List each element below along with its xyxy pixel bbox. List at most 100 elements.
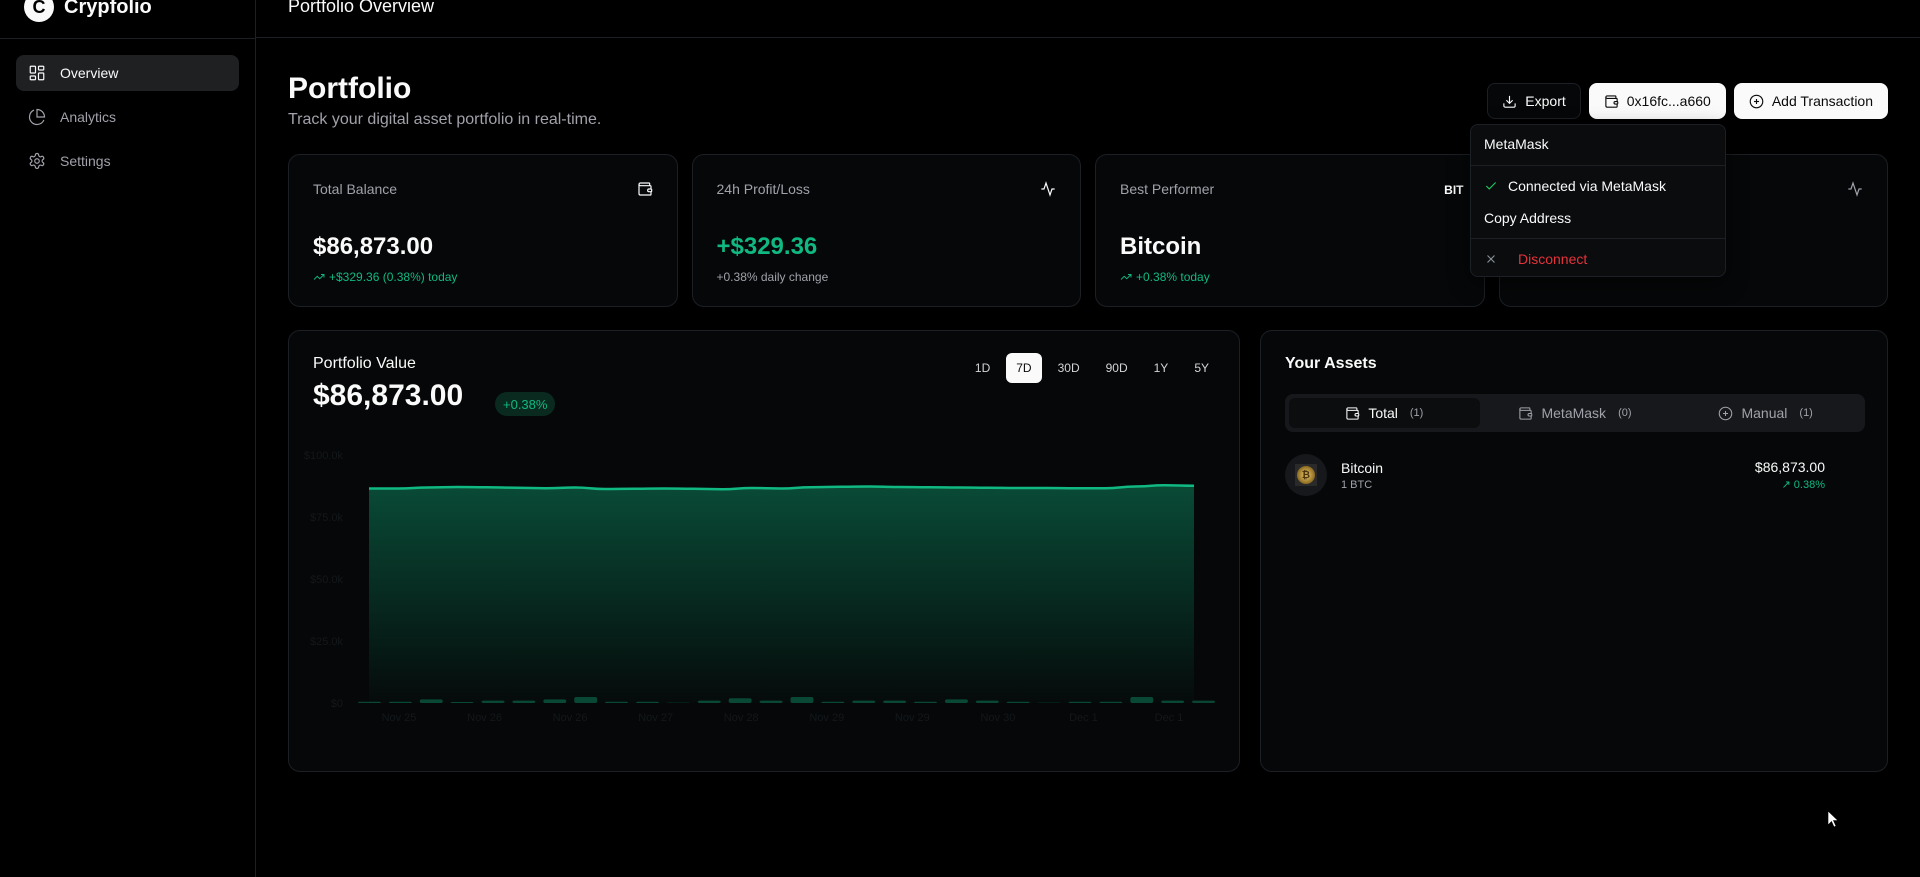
- layout-grid-icon: [29, 65, 45, 81]
- period-1y[interactable]: 1Y: [1153, 361, 1169, 375]
- pie-chart-icon: [28, 108, 46, 126]
- stat-sub-text: +$329.36 (0.38%) today: [329, 270, 458, 284]
- brand[interactable]: C Crypfolio: [24, 0, 152, 22]
- chart-title: Portfolio Value: [313, 355, 416, 372]
- chart-change-badge: +0.38%: [495, 392, 556, 416]
- asset-row-bitcoin[interactable]: ₿ Bitcoin 1 BTC $86,873.00 ↗ 0.38%: [1285, 453, 1825, 497]
- tab-label: Manual: [1741, 405, 1788, 421]
- period-30d[interactable]: 30D: [1057, 361, 1080, 375]
- coin-symbol-badge: BIT: [1444, 183, 1464, 197]
- export-button[interactable]: Export: [1487, 83, 1581, 119]
- tab-label: Total: [1368, 405, 1398, 421]
- dropdown-separator: [1471, 165, 1725, 166]
- svg-text:Nov 28: Nov 28: [724, 712, 759, 724]
- svg-text:Nov 30: Nov 30: [980, 712, 1015, 724]
- portfolio-area-chart[interactable]: $0 $25.0k $50.0k $75.0k $100.0k Nov 25 Nov 26 N…: [289, 331, 1241, 773]
- svg-text:Dec 1: Dec 1: [1069, 712, 1098, 724]
- asset-info: Bitcoin 1 BTC: [1341, 460, 1383, 491]
- svg-text:$0: $0: [331, 698, 343, 710]
- svg-text:$75.0k: $75.0k: [310, 512, 344, 524]
- wallet-icon: [637, 181, 653, 197]
- stat-sub-text: +0.38% today: [1136, 270, 1210, 284]
- stat-label: 24h Profit/Loss: [716, 181, 810, 197]
- asset-change: ↗ 0.38%: [1755, 478, 1825, 491]
- wallet-dropdown-menu: MetaMask Connected via MetaMask Copy Add…: [1470, 124, 1726, 277]
- dropdown-separator: [1471, 238, 1725, 239]
- assets-title: Your Assets: [1285, 355, 1377, 372]
- wallet-icon: [1346, 406, 1360, 420]
- period-90d[interactable]: 90D: [1105, 361, 1128, 375]
- asset-quantity: 1 BTC: [1341, 478, 1373, 491]
- sidebar-item-label: Settings: [60, 153, 111, 169]
- stat-value: +$329.36: [716, 233, 818, 260]
- wallet-button[interactable]: 0x16fc...a660: [1588, 83, 1726, 119]
- tab-count: (1): [1409, 407, 1424, 419]
- sidebar-item-analytics[interactable]: Analytics: [16, 99, 239, 135]
- menu-item-connected[interactable]: Connected via MetaMask: [1475, 171, 1721, 201]
- brand-logo-icon: C: [24, 0, 54, 22]
- wallet-icon: [1519, 406, 1533, 420]
- portfolio-value-card: $0 $25.0k $50.0k $75.0k $100.0k Nov 25 Nov 26 N…: [288, 330, 1240, 772]
- asset-name: Bitcoin: [1341, 459, 1384, 476]
- period-selector: 1D 7D 30D 90D 1Y 5Y: [965, 353, 1219, 383]
- wallet-address: 0x16fc...a660: [1626, 93, 1711, 109]
- svg-text:$100.0k: $100.0k: [304, 450, 344, 462]
- tab-count: (1): [1799, 407, 1813, 419]
- close-icon: [1487, 255, 1495, 263]
- svg-text:Nov 26: Nov 26: [553, 712, 588, 724]
- stats-row: Total Balance $86,873.00 +$329.36 (0.38%…: [288, 154, 1888, 307]
- asset-avatar: ₿: [1285, 454, 1327, 496]
- svg-text:$50.0k: $50.0k: [310, 574, 344, 586]
- sidebar-item-settings[interactable]: Settings: [16, 143, 239, 179]
- svg-text:Nov 29: Nov 29: [895, 712, 930, 724]
- stat-card-total-balance: Total Balance $86,873.00 +$329.36 (0.38%…: [288, 154, 678, 307]
- asset-change-text: 0.38%: [1793, 479, 1825, 491]
- sidebar-item-label: Overview: [60, 65, 119, 81]
- sidebar: C Crypfolio Overview Analytics Settings: [0, 0, 256, 877]
- stat-label: Best Performer: [1120, 181, 1215, 197]
- header-title: Portfolio Overview: [288, 0, 435, 16]
- menu-item-copy-address[interactable]: Copy Address: [1475, 203, 1721, 233]
- stat-sub: +0.38% today: [1120, 270, 1210, 284]
- download-icon: [1503, 95, 1516, 108]
- chart-value: $86,873.00: [313, 379, 464, 412]
- svg-text:Dec 1: Dec 1: [1155, 712, 1184, 724]
- tab-count: (0): [1618, 407, 1632, 419]
- page-subtitle: Track your digital asset portfolio in re…: [288, 111, 602, 128]
- header-actions: Export 0x16fc...a660 Add Transaction: [1487, 83, 1888, 119]
- gear-icon: [29, 152, 45, 170]
- period-5y[interactable]: 5Y: [1194, 361, 1209, 375]
- stat-card-profit-loss: 24h Profit/Loss +$329.36 +0.38% daily ch…: [691, 154, 1081, 307]
- bitcoin-logo-icon: ₿: [1295, 464, 1317, 486]
- asset-value: $86,873.00: [1754, 459, 1825, 475]
- period-1d[interactable]: 1D: [974, 361, 991, 375]
- menu-item-disconnect[interactable]: Disconnect: [1475, 244, 1721, 274]
- sidebar-item-overview[interactable]: Overview: [16, 55, 239, 91]
- dropdown-label: MetaMask: [1484, 136, 1549, 152]
- top-header: Portfolio Overview: [256, 0, 1920, 38]
- svg-text:Nov 26: Nov 26: [467, 712, 502, 724]
- svg-text:Nov 25: Nov 25: [382, 712, 417, 724]
- tab-total[interactable]: Total (1): [1289, 398, 1480, 428]
- stat-sub: +$329.36 (0.38%) today: [313, 270, 457, 284]
- tab-manual[interactable]: Manual (1): [1670, 398, 1861, 428]
- svg-text:Nov 29: Nov 29: [809, 712, 844, 724]
- add-transaction-button[interactable]: Add Transaction: [1733, 83, 1888, 119]
- sidebar-divider: [0, 38, 256, 39]
- menu-item-label: Copy Address: [1484, 210, 1572, 226]
- tab-label: MetaMask: [1541, 405, 1607, 421]
- trending-up-icon: [1120, 274, 1132, 280]
- sidebar-nav: Overview Analytics Settings: [16, 55, 239, 187]
- assets-card: Your Assets Total (1) MetaMask (0) Manua…: [1260, 330, 1888, 772]
- wallet-icon: [1605, 94, 1619, 108]
- trending-up-icon: [313, 274, 325, 280]
- stat-sub: +0.38% daily change: [717, 270, 829, 284]
- tab-metamask[interactable]: MetaMask (0): [1480, 398, 1671, 428]
- svg-text:$25.0k: $25.0k: [310, 636, 344, 648]
- add-transaction-label: Add Transaction: [1771, 93, 1873, 109]
- period-7d[interactable]: 7D: [1006, 353, 1042, 383]
- plus-circle-icon: [1719, 406, 1733, 420]
- activity-icon: [1847, 181, 1863, 197]
- arrow-up-right-icon: ↗: [1781, 479, 1791, 491]
